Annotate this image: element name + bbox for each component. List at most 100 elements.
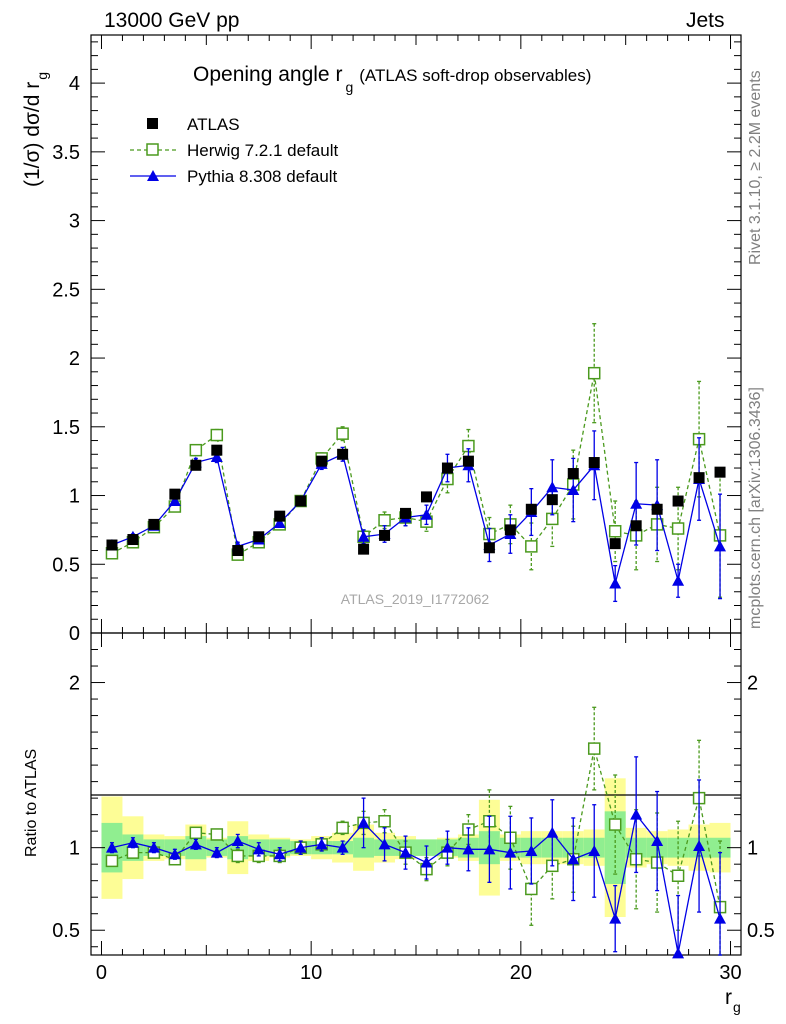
axis-tick-labels: 0 10 20 30 0 0.5 1 1.5 2 2.5 3 3.5 4 0.5 0.5 1 1 2 2: [52, 73, 775, 984]
chart-title-suffix: (ATLAS soft-drop observables): [359, 66, 591, 85]
y-axis-title-top-main: (1/σ) dσ/d r: [21, 82, 44, 187]
pythia-ratio-point: [168, 848, 181, 860]
pythia-point: [609, 577, 622, 589]
pythia-ratio-point: [609, 912, 622, 924]
analysis-watermark: ATLAS_2019_I1772062: [341, 591, 490, 607]
pythia-point: [357, 530, 370, 542]
chart-title: Opening angle rg (ATLAS soft-drop observa…: [193, 63, 591, 95]
herwig-point: [525, 540, 538, 553]
pythia-series-ratio: [105, 756, 727, 959]
pythia-ratio-point: [714, 912, 727, 924]
y-tick-label-ratio: 0.5: [52, 920, 80, 942]
herwig-point: [608, 525, 622, 538]
atlas-point: [232, 545, 244, 557]
atlas-point: [211, 444, 223, 456]
ratio-panel-frame: [90, 632, 742, 956]
y-axis-title-top-subscript: g: [34, 72, 50, 80]
pythia-ratio-point: [504, 846, 517, 858]
herwig-ratio-point: [210, 828, 224, 841]
pythia-ratio-point: [630, 808, 643, 820]
x-axis-title-subscript: g: [733, 999, 741, 1015]
pythia-ratio-point: [189, 838, 202, 850]
x-tick-label: 20: [510, 962, 532, 984]
herwig-ratio-point: [336, 821, 349, 835]
legend: ATLAS Herwig 7.2.1 default Pythia 8.308 …: [130, 115, 338, 186]
y-axis-title-ratio: Ratio to ATLAS: [23, 749, 40, 857]
atlas-point: [253, 531, 265, 543]
pythia-ratio-point: [420, 856, 433, 868]
herwig-ratio-point: [126, 846, 140, 859]
herwig-ratio-point: [587, 742, 601, 755]
y-tick-label-top: 0: [69, 623, 80, 645]
x-tick-label: 0: [96, 962, 107, 984]
herwig-ratio-point: [378, 814, 391, 828]
atlas-point: [462, 455, 474, 467]
atlas-point: [190, 459, 202, 471]
atlas-point: [379, 529, 391, 541]
energy-label: 13000 GeV pp: [104, 9, 240, 32]
pythia-ratio-point: [441, 841, 454, 853]
pythia-ratio-point: [567, 853, 580, 865]
pythia-ratio-point: [357, 816, 370, 828]
atlas-point: [337, 448, 349, 460]
y-tick-label-top: 0.5: [52, 554, 80, 576]
pythia-point: [630, 497, 643, 509]
x-axis-title: rg: [725, 986, 741, 1015]
y-tick-label-top: 2.5: [52, 279, 80, 301]
pythia-ratio-point: [483, 843, 496, 855]
pythia-point: [168, 495, 181, 507]
atlas-point: [546, 494, 558, 506]
atlas-point: [169, 488, 181, 500]
pythia-ratio-point: [231, 835, 244, 847]
y-tick-label-top: 1: [69, 486, 80, 508]
legend-pythia-label: Pythia 8.308 default: [187, 167, 338, 186]
atlas-point: [420, 491, 432, 503]
pythia-point: [546, 481, 559, 493]
atlas-point: [672, 495, 684, 507]
y-tick-label-top: 3.5: [52, 142, 80, 164]
y-tick-label-top: 1.5: [52, 417, 80, 439]
legend-atlas-label: ATLAS: [187, 115, 240, 134]
atlas-point: [630, 520, 642, 532]
herwig-point: [189, 443, 203, 457]
atlas-point: [106, 539, 118, 551]
legend-pythia-marker: [147, 170, 159, 181]
chart-title-main: Opening angle r: [193, 63, 342, 86]
pythia-point: [672, 574, 685, 586]
pythia-ratio-point: [651, 835, 664, 847]
pythia-point: [567, 484, 580, 496]
herwig-ratio-point: [105, 854, 119, 868]
herwig-point: [587, 366, 601, 380]
atlas-point: [127, 534, 139, 546]
pythia-ratio-point: [105, 841, 118, 853]
pythia-ratio-point: [147, 841, 160, 853]
pythia-ratio-point: [210, 846, 223, 858]
atlas-point: [483, 542, 495, 554]
herwig-point: [210, 428, 224, 442]
mcplots-label: mcplots.cern.ch [arXiv:1306.3436]: [747, 387, 764, 629]
atlas-point: [400, 507, 412, 519]
y-tick-label-ratio-right: 1: [747, 838, 758, 860]
y-tick-label-ratio: 2: [69, 673, 80, 695]
atlas-point: [588, 457, 600, 469]
pythia-point: [210, 451, 223, 463]
pythia-ratio-line: [111, 813, 721, 954]
chart-title-subscript: g: [345, 79, 353, 95]
atlas-point: [148, 518, 160, 530]
pythia-ratio-point: [273, 848, 286, 860]
y-tick-label-ratio-right: 2: [747, 673, 758, 695]
atlas-point: [651, 503, 663, 515]
atlas-point: [441, 462, 453, 474]
atlas-point: [693, 472, 705, 484]
pythia-series-top: [105, 430, 727, 603]
pythia-ratio-point: [378, 838, 391, 850]
herwig-point: [378, 514, 391, 527]
herwig-point: [671, 522, 685, 535]
pythia-ratio-point: [462, 843, 475, 855]
pythia-ratio-point: [294, 841, 307, 853]
herwig-line: [111, 373, 721, 556]
atlas-point: [525, 503, 537, 515]
pythia-ratio-point: [546, 826, 559, 838]
y-tick-label-top: 4: [69, 73, 80, 95]
y-tick-label-ratio: 1: [69, 838, 80, 860]
